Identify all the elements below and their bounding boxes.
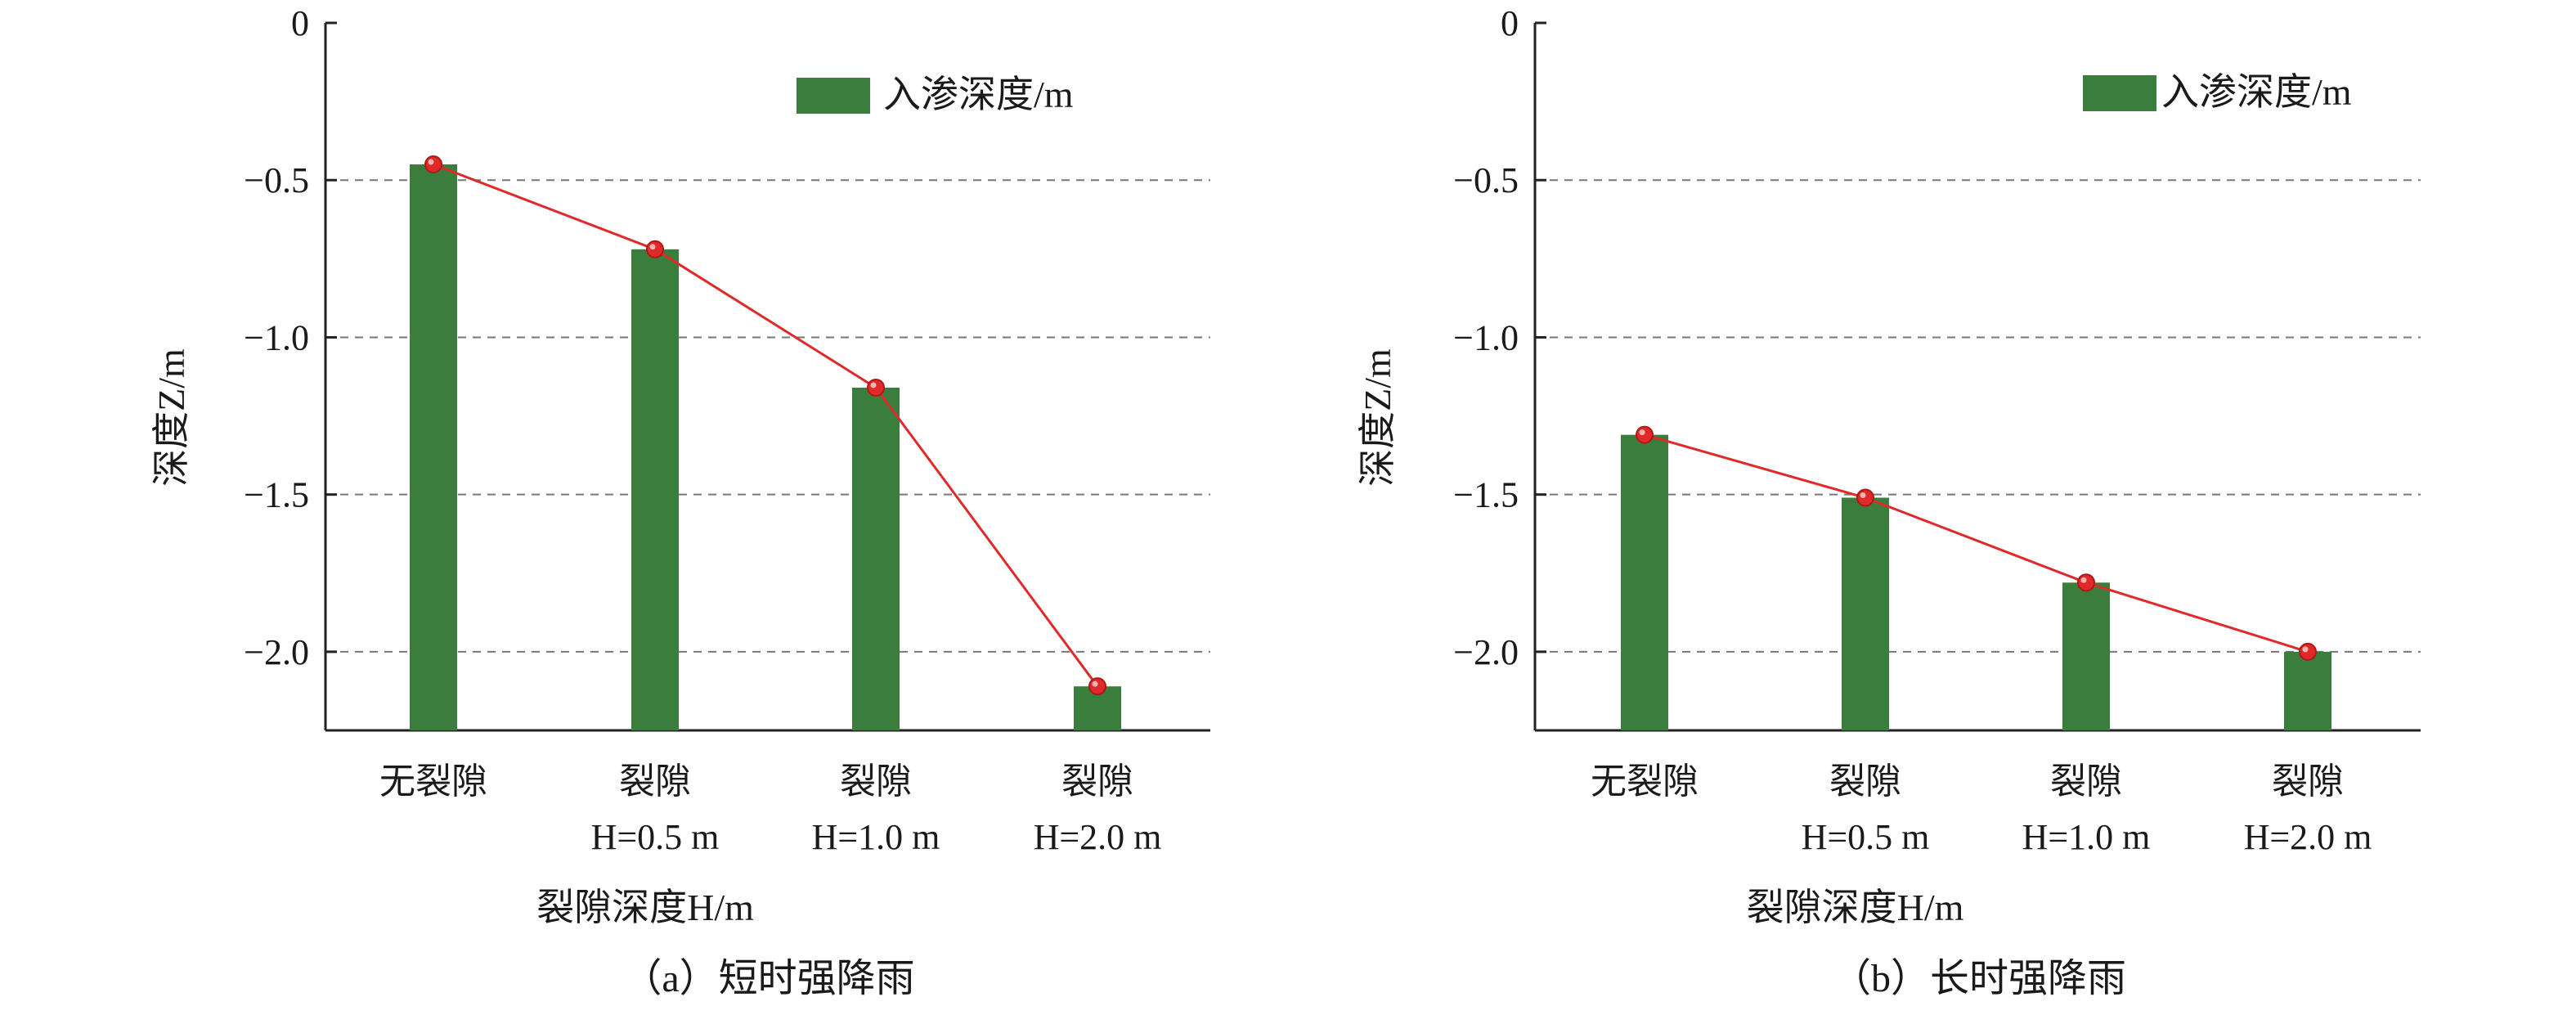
bar [631, 249, 679, 730]
line-marker-highlight [870, 382, 877, 388]
line-marker [2077, 573, 2095, 592]
bar [2062, 582, 2110, 730]
y-tick-label: −1.5 [1453, 475, 1519, 515]
line-marker [646, 240, 664, 258]
x-tick-label: H=1.0 m [2022, 817, 2151, 857]
x-tick-label: 裂隙 [1829, 761, 1901, 802]
series-line [433, 163, 1099, 688]
chart-caption: （a）短时强降雨 [622, 957, 914, 1000]
x-tick-label: H=2.0 m [2244, 817, 2372, 857]
line-marker-highlight [1860, 492, 1866, 499]
x-tick-label: H=2.0 m [1034, 817, 1162, 857]
x-tick-label: H=1.0 m [812, 817, 940, 857]
series-line [1644, 433, 2309, 653]
bar [852, 387, 900, 730]
line-marker [867, 378, 885, 397]
legend-label: 入渗深度/m [883, 74, 1074, 115]
bar [2284, 651, 2331, 730]
line-marker-highlight [2302, 646, 2309, 653]
legend-label: 入渗深度/m [2161, 71, 2352, 113]
line-marker-highlight [649, 244, 656, 250]
line-marker-highlight [428, 159, 434, 165]
bar [410, 164, 457, 730]
chart-b: 0 −0.5 −1.0 −1.5 −2.0 无裂隙 裂隙 H=0.5 m 裂隙 H=1.0 m 裂隙… [1357, 3, 2421, 1000]
chart-caption: （b）长时强降雨 [1832, 957, 2126, 1000]
x-tick-label: 裂隙 [840, 761, 912, 802]
y-tick-label: −1.0 [244, 317, 309, 357]
line-marker-highlight [2080, 577, 2087, 583]
x-tick-label: 裂隙 [2272, 761, 2344, 802]
x-axis-title: 裂隙深度H/m [536, 887, 754, 928]
x-tick-label: 无裂隙 [1591, 761, 1699, 802]
y-tick-label: −2.0 [1453, 632, 1519, 672]
x-tick-label: 裂隙 [2050, 761, 2122, 802]
y-tick-label: −1.5 [244, 475, 309, 515]
y-tick-label: −1.0 [1453, 317, 1519, 357]
line-marker [1636, 425, 1654, 444]
x-axis-title: 裂隙深度H/m [1747, 887, 1964, 928]
y-tick-label: −0.5 [1453, 160, 1519, 200]
y-tick-label: −0.5 [244, 160, 309, 200]
line-marker-highlight [1092, 680, 1098, 687]
y-tick-label: 0 [291, 3, 309, 43]
x-tick-label: 无裂隙 [379, 761, 487, 802]
legend-swatch [797, 78, 870, 114]
x-tick-label: H=0.5 m [1802, 817, 1930, 857]
line-marker-highlight [1639, 429, 1645, 436]
y-axis-title: 深度Z/m [1357, 348, 1398, 487]
line-marker [424, 155, 442, 173]
x-tick-label: 裂隙 [1061, 761, 1133, 802]
line-marker [1088, 677, 1106, 696]
line-marker [2299, 642, 2317, 661]
y-tick-label: −2.0 [244, 632, 309, 672]
x-tick-label: 裂隙 [619, 761, 691, 802]
line-marker [1856, 488, 1874, 507]
legend-swatch [2083, 75, 2156, 111]
x-tick-label: H=0.5 m [591, 817, 720, 857]
y-tick-label: 0 [1501, 3, 1519, 43]
chart-a: 0 −0.5 −1.0 −1.5 −2.0 无裂隙 裂隙 H=0.5 m 裂隙 H=1.0 m 裂隙… [150, 3, 1210, 1000]
bar [1842, 497, 1889, 730]
y-axis-title: 深度Z/m [150, 348, 192, 487]
bar [1621, 434, 1668, 730]
